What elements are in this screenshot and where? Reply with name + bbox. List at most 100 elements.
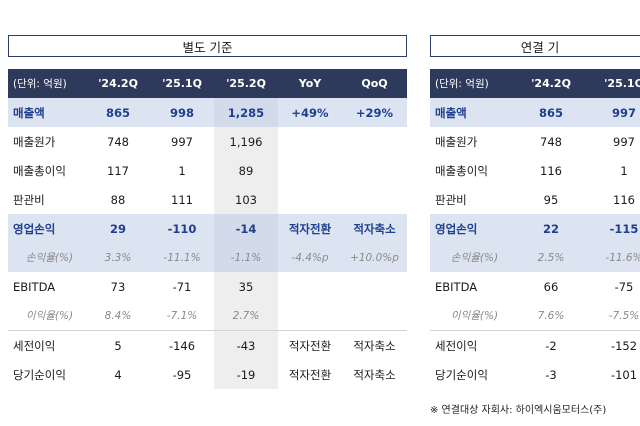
table-cell: 35 xyxy=(214,272,278,301)
table-cell: 997 xyxy=(613,134,635,149)
table-cell: 88 xyxy=(110,192,126,207)
table-cell: -110 xyxy=(150,214,214,243)
table-cell: -101 xyxy=(610,367,638,382)
column-header: '24.2Q xyxy=(514,69,588,98)
table-cell: 22 xyxy=(514,214,588,243)
column-header: YoY xyxy=(278,69,342,98)
table-row: 손익율(%) 3.3% -11.1% -1.1% -4.4%p +10.0%p xyxy=(8,243,407,272)
consolidated-table: (단위: 억원) '24.2Q '25.1Q 매출액 865 997 매출원가 748 997… xyxy=(430,69,640,389)
table-cell: 89 xyxy=(214,156,278,185)
table-row: 당기순이익 -3 -101 xyxy=(430,360,640,389)
table-cell: 95 xyxy=(543,192,559,207)
table-cell xyxy=(278,185,342,214)
column-header: '24.2Q xyxy=(86,69,150,98)
table-cell: -75 xyxy=(614,279,634,294)
unit-header: (단위: 억원) xyxy=(430,69,514,98)
table-cell: 29 xyxy=(86,214,150,243)
table-cell: -95 xyxy=(172,367,192,382)
table-cell: -43 xyxy=(214,330,278,360)
table-cell: 103 xyxy=(214,185,278,214)
table-cell: 111 xyxy=(171,192,193,207)
table-cell: -14 xyxy=(214,214,278,243)
table-cell xyxy=(278,272,342,301)
table-row: 영업손익 29 -110 -14 적자전환 적자축소 xyxy=(8,214,407,243)
table-cell: -3 xyxy=(545,367,557,382)
table-cell: 1,285 xyxy=(214,98,278,127)
table-cell: 5 xyxy=(86,330,150,360)
table-row: 매출액 865 998 1,285 +49% +29% xyxy=(8,98,407,127)
row-label: 이익율(%) xyxy=(25,310,74,322)
table-cell: 865 xyxy=(86,98,150,127)
table-cell: 998 xyxy=(150,98,214,127)
table-cell xyxy=(278,127,342,156)
row-label: 판관비 xyxy=(13,192,45,207)
table-cell: 적자축소 xyxy=(342,330,407,360)
column-header: '25.1Q xyxy=(588,69,640,98)
table-cell: 116 xyxy=(540,163,562,178)
table-cell xyxy=(278,156,342,185)
row-label: 매출총이익 xyxy=(435,163,488,178)
table-cell xyxy=(342,301,407,331)
row-label: 매출원가 xyxy=(435,134,478,149)
table-cell: 2.5% xyxy=(514,243,588,272)
table-cell: 적자전환 xyxy=(288,367,332,382)
table-cell: -19 xyxy=(214,360,278,389)
table-cell: 997 xyxy=(588,98,640,127)
table-cell: -11.1% xyxy=(150,243,214,272)
table-cell: 1,196 xyxy=(214,127,278,156)
row-label: 매출총이익 xyxy=(13,163,66,178)
table-row: 세전이익 5 -146 -43 적자전환 적자축소 xyxy=(8,330,407,360)
row-label: 이익율(%) xyxy=(450,310,499,322)
column-header: '25.2Q xyxy=(214,69,278,98)
table-row: EBITDA 66 -75 xyxy=(430,272,640,301)
table-cell xyxy=(342,156,407,185)
consolidated-title: 연결 기 xyxy=(430,35,640,57)
table-row: 매출원가 748 997 xyxy=(430,127,640,156)
table-cell: 적자축소 xyxy=(353,367,396,382)
table-row: 매출원가 748 997 1,196 xyxy=(8,127,407,156)
table-cell xyxy=(342,185,407,214)
row-label: 손익율(%) xyxy=(8,243,86,272)
table-row: EBITDA 73 -71 35 xyxy=(8,272,407,301)
row-label: 영업손익 xyxy=(8,214,86,243)
row-label: 세전이익 xyxy=(8,330,86,360)
table-row: 판관비 95 116 xyxy=(430,185,640,214)
table-row: 매출액 865 997 xyxy=(430,98,640,127)
table-row: 영업손익 22 -115 xyxy=(430,214,640,243)
row-label: 세전이익 xyxy=(430,330,514,360)
table-cell: 4 xyxy=(114,367,122,382)
table-row: 이익율(%) 7.6% -7.5% xyxy=(430,301,640,331)
table-cell: +10.0%p xyxy=(342,243,407,272)
table-row: 세전이익 -2 -152 xyxy=(430,330,640,360)
table-row: 이익율(%) 8.4% -7.1% 2.7% xyxy=(8,301,407,331)
table-cell: -146 xyxy=(150,330,214,360)
table-cell: +29% xyxy=(342,98,407,127)
table-cell: 1 xyxy=(620,163,628,178)
row-label: 당기순이익 xyxy=(13,367,66,382)
footnote: ※ 연결대상 자회사: 하이엑시움모터스(주) xyxy=(430,405,607,416)
table-row: 판관비 88 111 103 xyxy=(8,185,407,214)
unit-header: (단위: 억원) xyxy=(8,69,86,98)
table-cell: -1.1% xyxy=(214,243,278,272)
table-cell: -2 xyxy=(514,330,588,360)
table-cell: -115 xyxy=(588,214,640,243)
table-row: 손익율(%) 2.5% -11.6% xyxy=(430,243,640,272)
table-row: 매출총이익 116 1 xyxy=(430,156,640,185)
table-cell: 73 xyxy=(110,279,126,294)
table-cell: 1 xyxy=(178,163,186,178)
table-cell: 적자축소 xyxy=(342,214,407,243)
table-cell xyxy=(278,301,342,331)
row-label: 판관비 xyxy=(435,192,467,207)
row-label: EBITDA xyxy=(435,279,478,294)
column-header: QoQ xyxy=(342,69,407,98)
table-cell: 116 xyxy=(613,192,635,207)
table-cell: 2.7% xyxy=(214,301,278,331)
row-label: 당기순이익 xyxy=(435,367,488,382)
table-row: 당기순이익 4 -95 -19 적자전환 적자축소 xyxy=(8,360,407,389)
table-cell xyxy=(342,127,407,156)
row-label: 손익율(%) xyxy=(430,243,514,272)
table-cell: 748 xyxy=(107,134,129,149)
table-cell: -11.6% xyxy=(588,243,640,272)
table-cell: +49% xyxy=(278,98,342,127)
table-cell xyxy=(342,272,407,301)
